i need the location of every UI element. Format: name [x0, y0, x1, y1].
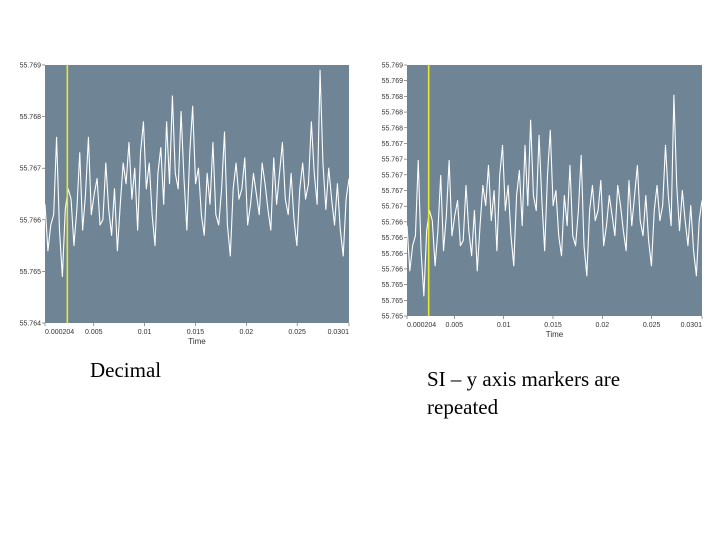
series-line [44, 69, 350, 278]
x-axis-title: Time [546, 330, 564, 339]
y-tick-label: 55.767 [382, 188, 404, 195]
y-tick-label: 55.766 [382, 235, 404, 242]
decimal-chart: 55.76955.76855.76755.76655.76555.7640.00… [20, 63, 350, 346]
y-tick-label: 55.766 [382, 219, 404, 226]
plot-area [45, 65, 349, 323]
x-tick-label: 0.0301 [681, 322, 703, 329]
y-tick-label: 55.767 [20, 166, 42, 173]
caption-decimal: Decimal [90, 358, 162, 382]
caption-si-line-1: SI – y axis markers are [427, 367, 621, 391]
x-tick-label: 0.01 [138, 329, 152, 336]
x-tick-label: 0.000204 [45, 329, 74, 336]
plot-area [407, 65, 702, 316]
y-tick-label: 55.764 [20, 321, 42, 328]
y-tick-label: 55.768 [382, 110, 404, 117]
y-tick-label: 55.765 [20, 269, 42, 276]
y-tick-label: 55.766 [20, 217, 42, 224]
y-tick-label: 55.769 [382, 63, 404, 70]
x-tick-label: 0.025 [288, 329, 306, 336]
y-tick-label: 55.765 [382, 282, 404, 289]
x-tick-label: 0.015 [187, 329, 205, 336]
x-tick-label: 0.0301 [328, 329, 350, 336]
x-tick-label: 0.02 [239, 329, 253, 336]
x-tick-label: 0.01 [497, 322, 511, 329]
x-tick-label: 0.000204 [407, 322, 436, 329]
si-chart: 55.769 55.769 55.768 55.768 55.768 55.767 55.7… [382, 63, 703, 339]
caption-si-line-2: repeated [427, 395, 499, 419]
y-tick-label: 55.769 [20, 63, 42, 70]
x-axis-title: Time [188, 337, 206, 346]
y-tick-label: 55.766 [382, 251, 404, 258]
y-tick-label: 55.768 [382, 125, 404, 132]
y-tick-label: 55.765 [382, 314, 404, 321]
y-tick-label: 55.765 [382, 298, 404, 305]
y-tick-label: 55.767 [382, 172, 404, 179]
x-tick-label: 0.005 [85, 329, 103, 336]
x-tick-label: 0.025 [643, 322, 661, 329]
y-tick-label: 55.767 [382, 204, 404, 211]
y-tick-label: 55.769 [382, 78, 404, 85]
x-tick-label: 0.015 [544, 322, 562, 329]
y-tick-label: 55.768 [20, 114, 42, 121]
y-tick-label: 55.766 [382, 266, 404, 273]
y-tick-label: 55.768 [382, 94, 404, 101]
y-tick-label: 55.767 [382, 141, 404, 148]
series-line [406, 94, 703, 297]
x-tick-label: 0.005 [446, 322, 464, 329]
y-tick-label: 55.767 [382, 157, 404, 164]
x-tick-label: 0.02 [596, 322, 610, 329]
